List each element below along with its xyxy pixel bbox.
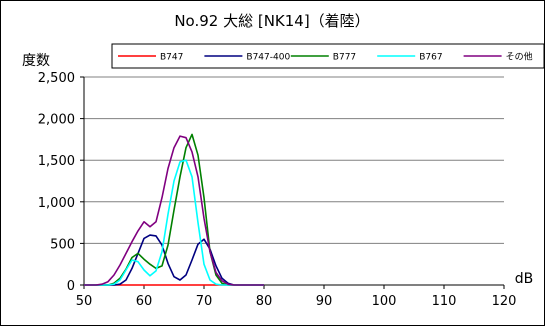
series-line-4	[84, 135, 264, 286]
x-tick-label: 100	[372, 294, 397, 309]
legend-label-2: B777	[333, 53, 356, 63]
series-lines	[84, 133, 264, 286]
y-tick-label: 0	[67, 279, 75, 294]
y-tick-label: 1,000	[38, 196, 75, 211]
legend-label-0: B747	[160, 53, 183, 63]
y-tick-label: 2,000	[38, 113, 75, 128]
x-tick-label: 110	[432, 294, 457, 309]
y-tick-label: 2,500	[38, 71, 75, 86]
x-tick-label: 120	[492, 294, 517, 309]
tick-labels: 0 500 1,000 1,500 2,000 2,500 50 60 70 80 90 100 110…	[38, 71, 517, 309]
x-tick-label: 70	[196, 294, 213, 309]
x-tick-label: 90	[316, 294, 333, 309]
legend-label-1: B747-400	[246, 53, 290, 63]
legend: B747 B747-400 B777 B767 その他	[111, 43, 545, 69]
x-axis-title: dB	[515, 271, 534, 287]
legend-label-4: その他	[506, 51, 533, 63]
legend-label-3: B767	[419, 53, 442, 63]
y-tick-label: 1,500	[38, 154, 75, 169]
y-axis-title: 度数	[22, 53, 50, 69]
x-tick-label: 80	[256, 294, 273, 309]
chart-title: No.92 大総 [NK14]（着陸）	[174, 12, 369, 30]
y-tick-label: 500	[50, 237, 75, 252]
gridlines	[84, 76, 504, 244]
x-tick-label: 50	[76, 294, 93, 309]
x-tick-label: 60	[136, 294, 153, 309]
